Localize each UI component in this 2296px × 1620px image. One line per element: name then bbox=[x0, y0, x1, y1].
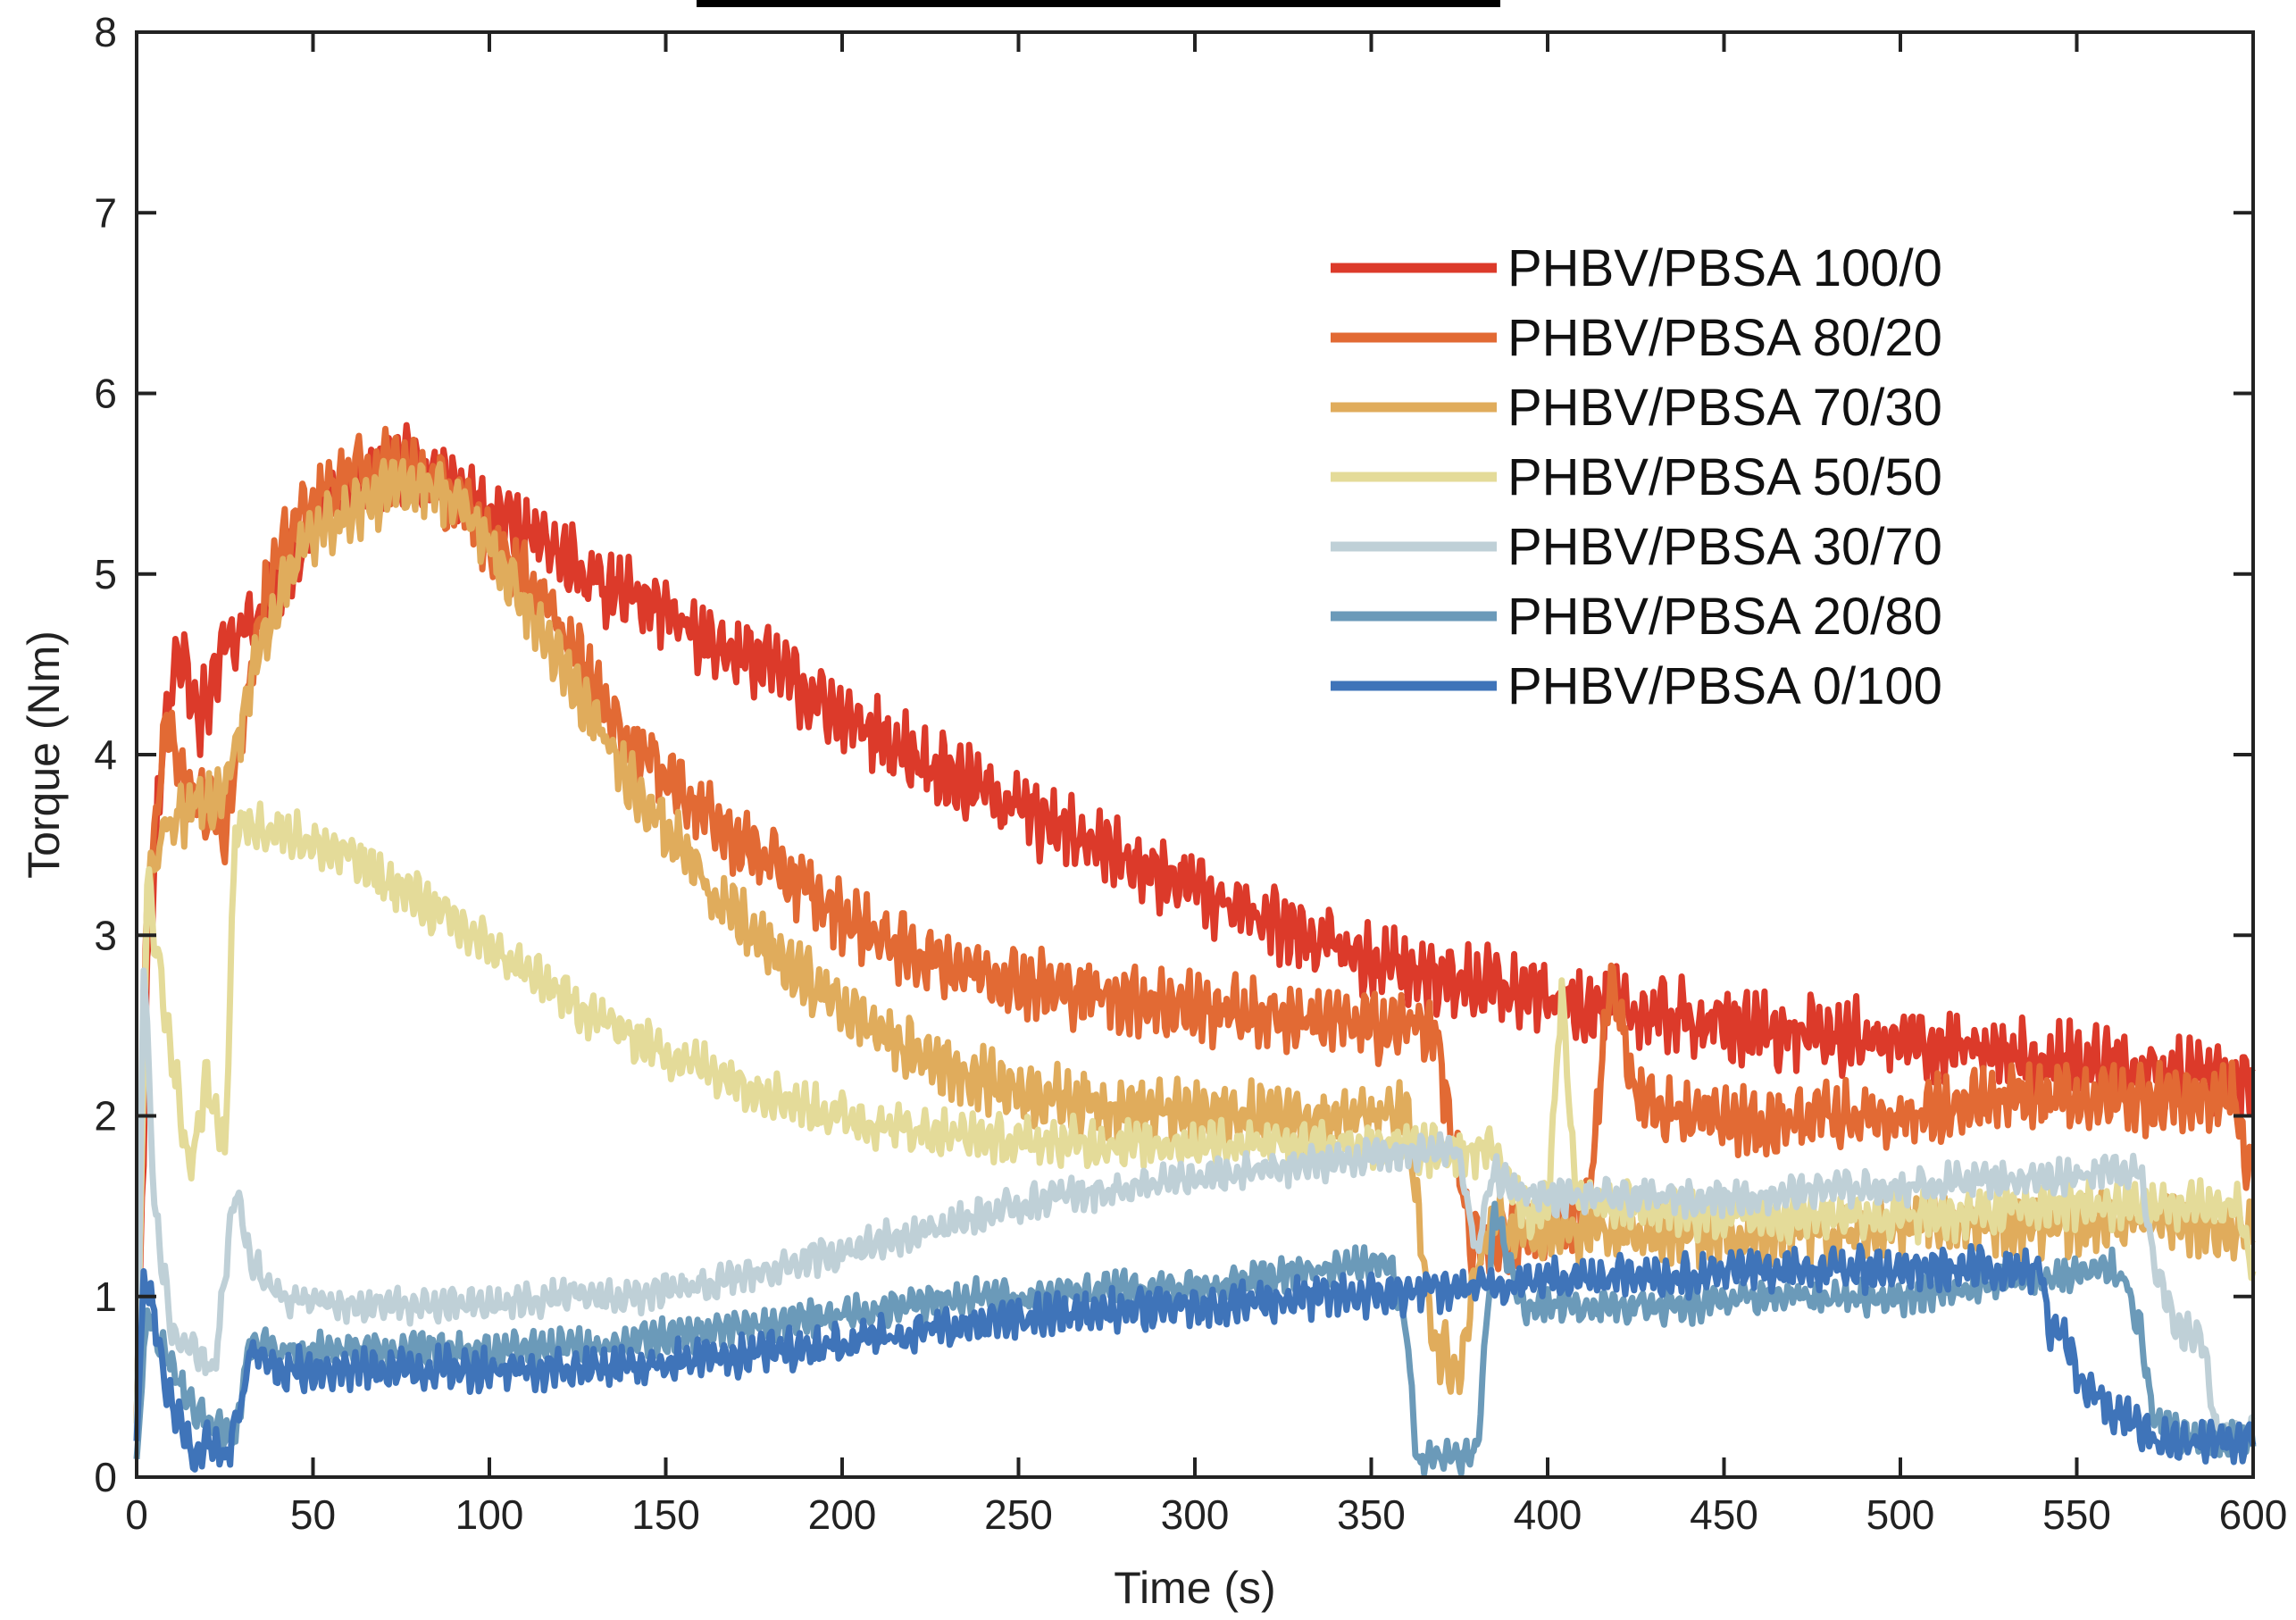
series-line bbox=[133, 800, 2257, 1424]
x-tick-label: 100 bbox=[455, 1491, 524, 1538]
x-tick-label: 0 bbox=[125, 1491, 148, 1538]
y-tick-label: 5 bbox=[94, 551, 117, 597]
x-tick-label: 600 bbox=[2219, 1491, 2288, 1538]
series-line bbox=[133, 457, 2256, 1424]
x-axis-title: Time (s) bbox=[1114, 1563, 1275, 1613]
y-tick-label: 2 bbox=[94, 1093, 117, 1140]
y-tick-label: 4 bbox=[94, 731, 117, 778]
y-tick-label: 6 bbox=[94, 371, 117, 417]
axis-layer: 0 50 100 150 200 250 300 350 400 450 500 550 600 0 1 2 3… bbox=[94, 9, 2287, 1538]
x-tick-label: 150 bbox=[631, 1491, 700, 1538]
y-tick-label: 0 bbox=[94, 1454, 117, 1500]
x-tick-label: 500 bbox=[1866, 1491, 1935, 1538]
legend-label: PHBV/PBSA 80/20 bbox=[1507, 309, 1942, 367]
y-axis-title: Torque (Nm) bbox=[19, 630, 69, 879]
x-tick-label: 350 bbox=[1337, 1491, 1406, 1538]
legend-label: PHBV/PBSA 0/100 bbox=[1507, 657, 1942, 715]
x-tick-label: 550 bbox=[2042, 1491, 2111, 1538]
series-line bbox=[133, 1242, 2257, 1473]
x-tick-label: 50 bbox=[290, 1491, 336, 1538]
legend-label: PHBV/PBSA 70/30 bbox=[1507, 379, 1942, 437]
x-tick-label: 400 bbox=[1514, 1491, 1582, 1538]
legend-label: PHBV/PBSA 30/70 bbox=[1507, 518, 1942, 576]
y-tick-label: 1 bbox=[94, 1273, 117, 1320]
x-tick-label: 250 bbox=[984, 1491, 1053, 1538]
y-tick-label: 3 bbox=[94, 912, 117, 958]
x-tick-label: 300 bbox=[1161, 1491, 1230, 1538]
x-tick-label: 450 bbox=[1690, 1491, 1758, 1538]
x-tick-label: 200 bbox=[808, 1491, 877, 1538]
legend-label: PHBV/PBSA 20/80 bbox=[1507, 588, 1942, 646]
y-tick-label: 8 bbox=[94, 9, 117, 55]
legend-label: PHBV/PBSA 50/50 bbox=[1507, 448, 1942, 506]
legend-label: PHBV/PBSA 100/0 bbox=[1507, 239, 1942, 297]
y-tick-label: 7 bbox=[94, 189, 117, 236]
series-layer bbox=[133, 422, 2257, 1477]
legend: PHBV/PBSA 100/0 PHBV/PBSA 80/20 PHBV/PBSA … bbox=[1331, 239, 1942, 715]
series-line bbox=[133, 967, 2256, 1447]
